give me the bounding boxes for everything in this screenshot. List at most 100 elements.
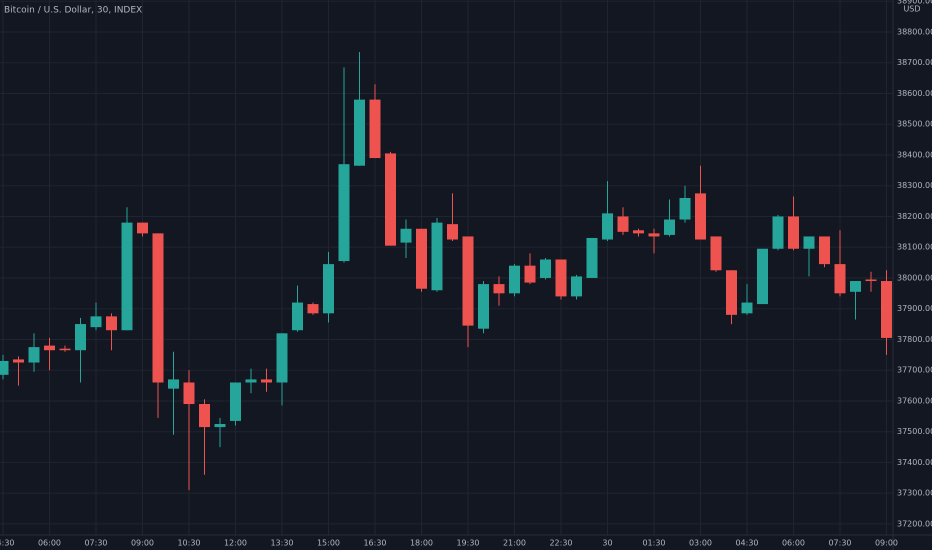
candle-body (447, 224, 458, 240)
candle-body (757, 248, 768, 305)
candle-body (168, 379, 179, 389)
candle-body (772, 216, 784, 249)
candle-body (214, 424, 226, 428)
x-tick-label: 06:00 (782, 539, 805, 548)
candle-body (478, 284, 489, 329)
candle-body (431, 222, 443, 291)
candle-body (695, 193, 706, 240)
x-tick-label: 22:30 (549, 539, 572, 548)
candles (0, 51, 892, 491)
y-tick-label: 37300.00 (897, 489, 932, 498)
candle-body (292, 302, 303, 331)
candle-body (276, 333, 288, 383)
x-tick-label: 04:30 (0, 539, 15, 548)
x-tick-label: 09:00 (131, 539, 154, 548)
candle-body (354, 99, 365, 166)
candle-body (679, 198, 691, 220)
candle-body (819, 236, 830, 265)
y-tick-label: 38900.00 (897, 0, 932, 6)
x-tick-label: 15:00 (317, 539, 340, 548)
candle-body (524, 265, 536, 283)
y-tick-label: 38800.00 (897, 27, 932, 36)
candle-body (540, 259, 551, 278)
candle-body (865, 279, 877, 282)
y-tick-label: 38700.00 (897, 58, 932, 67)
y-tick-label: 37200.00 (897, 519, 932, 528)
candle-body (152, 233, 164, 383)
candle-body (710, 236, 722, 271)
candle-body (230, 382, 241, 421)
candle-body (834, 264, 846, 294)
candle-body (199, 404, 210, 428)
candle-body (307, 304, 319, 314)
x-tick-label: 16:30 (363, 539, 386, 548)
x-tick-label: 13:30 (270, 539, 293, 548)
x-tick-label: 21:00 (503, 539, 526, 548)
y-tick-label: 38500.00 (897, 120, 932, 129)
x-tick-label: 18:00 (410, 539, 433, 548)
y-tick-label: 37900.00 (897, 304, 932, 313)
x-tick-label: 07:30 (84, 539, 107, 548)
candle-body (509, 265, 520, 294)
candle-body (90, 316, 102, 328)
y-tick-label: 37800.00 (897, 335, 932, 344)
candle-body (323, 264, 334, 314)
candle-body (648, 233, 660, 237)
x-tick-label: 04:30 (735, 539, 758, 548)
candle-body (59, 348, 71, 351)
candle-body (28, 347, 40, 363)
y-tick-label: 38200.00 (897, 212, 932, 221)
x-tick-label: 07:30 (828, 539, 851, 548)
candle-body (261, 379, 272, 383)
candle-body (137, 222, 148, 234)
candle-body (788, 216, 799, 249)
y-tick-label: 37500.00 (897, 427, 932, 436)
candle-body (400, 228, 412, 243)
candle-body (106, 316, 117, 331)
x-tick-label: 01:30 (642, 539, 665, 548)
candle-body (44, 345, 55, 351)
x-tick-label: 09:00 (875, 539, 898, 548)
candle-body (338, 164, 350, 262)
candle-body (245, 379, 257, 383)
candle-body (571, 276, 582, 297)
y-tick-label: 38000.00 (897, 273, 932, 282)
candle-body (121, 222, 133, 331)
currency-label: USD (903, 5, 920, 14)
y-tick-label: 38300.00 (897, 181, 932, 190)
candle-body (741, 302, 753, 314)
x-tick-label: 12:00 (224, 539, 247, 548)
grid (0, 0, 893, 535)
candle-body (369, 99, 381, 159)
y-tick-label: 38400.00 (897, 150, 932, 159)
y-tick-label: 38100.00 (897, 243, 932, 252)
y-tick-label: 38600.00 (897, 89, 932, 98)
time-axis (0, 535, 932, 550)
candle-body (555, 259, 567, 297)
candle-body (881, 281, 892, 338)
candle-body (493, 284, 505, 294)
candle-body (385, 153, 396, 246)
candle-body (633, 230, 644, 234)
y-tick-label: 37700.00 (897, 366, 932, 375)
candle-body (586, 237, 598, 278)
candle-body (0, 360, 9, 375)
candle-body (617, 216, 629, 232)
candle-body (416, 228, 427, 289)
x-tick-label: 19:30 (456, 539, 479, 548)
candle-body (803, 236, 815, 249)
price-axis (893, 0, 932, 550)
x-tick-label: 06:00 (38, 539, 61, 548)
candle-body (726, 270, 737, 315)
candle-body (13, 359, 24, 363)
candle-body (75, 324, 86, 351)
y-tick-label: 37600.00 (897, 396, 932, 405)
candle-body (664, 219, 675, 235)
candle-body (183, 382, 195, 405)
chart-title: Bitcoin / U.S. Dollar, 30, INDEX (4, 6, 142, 16)
candle-body (462, 236, 474, 326)
x-tick-label: 03:00 (689, 539, 712, 548)
y-tick-label: 37400.00 (897, 458, 932, 467)
